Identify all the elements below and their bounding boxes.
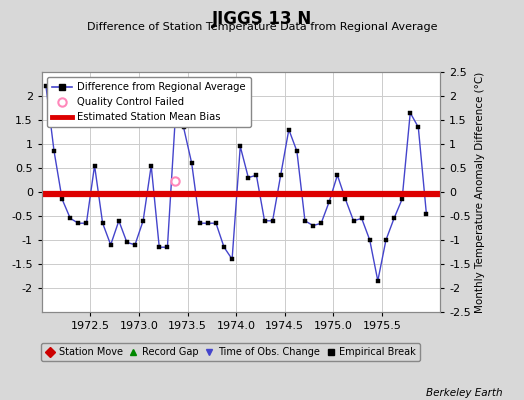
Legend: Difference from Regional Average, Quality Control Failed, Estimated Station Mean: Difference from Regional Average, Qualit… [47,77,250,127]
Legend: Station Move, Record Gap, Time of Obs. Change, Empirical Break: Station Move, Record Gap, Time of Obs. C… [41,343,420,361]
Text: JIGGS 13 N: JIGGS 13 N [212,10,312,28]
Text: Berkeley Earth: Berkeley Earth [427,388,503,398]
Text: Difference of Station Temperature Data from Regional Average: Difference of Station Temperature Data f… [87,22,437,32]
Y-axis label: Monthly Temperature Anomaly Difference (°C): Monthly Temperature Anomaly Difference (… [475,71,485,313]
